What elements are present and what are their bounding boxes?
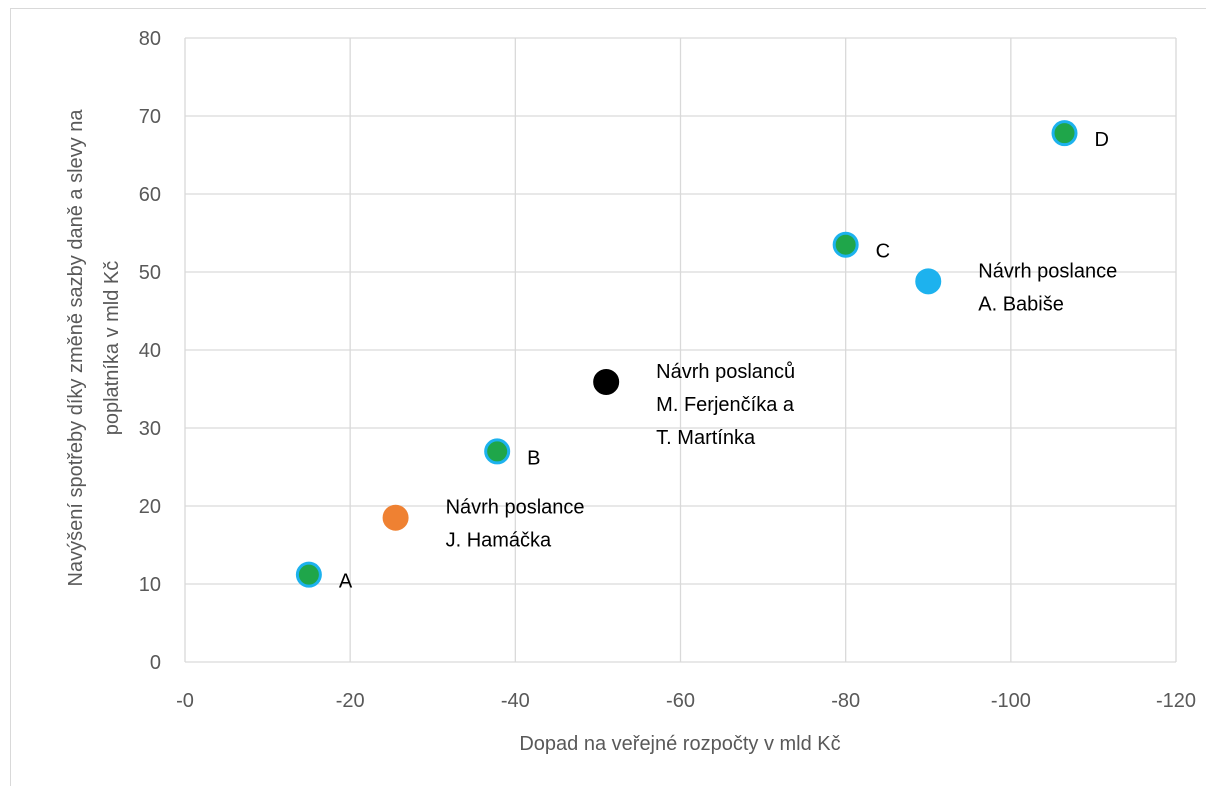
x-tick-label: -40 <box>501 690 530 712</box>
scatter-point <box>832 231 859 258</box>
point-label-line: T. Martínka <box>656 427 756 449</box>
point-label: B <box>527 447 540 469</box>
point-label-line: M. Ferjenčíka a <box>656 394 795 416</box>
point-label: Návrh poslance J. Hamáčka <box>446 497 585 552</box>
y-tick-label: 40 <box>139 340 161 362</box>
y-axis-title-line: poplatníka v mld Kč <box>101 261 123 436</box>
point-label-line: A <box>339 571 353 593</box>
y-tick-label: 30 <box>139 418 161 440</box>
point-label-line: B <box>527 447 540 469</box>
point-labels: A Návrh poslance J. Hamáčka B Návrh poslanců… <box>339 129 1117 592</box>
y-tick-label: 0 <box>150 652 161 674</box>
y-axis-title-line: Navýšení spotřeby díky změně sazby daně … <box>65 109 87 587</box>
y-tick-label: 20 <box>139 496 161 518</box>
y-tick-label: 80 <box>139 28 161 50</box>
gridlines <box>184 37 1177 663</box>
scatter-point <box>593 368 620 395</box>
x-tick-label: -80 <box>831 690 860 712</box>
x-tick-label: -20 <box>336 690 365 712</box>
point-label: Návrh poslance A. Babiše <box>978 260 1117 315</box>
point-label-line: A. Babiše <box>978 293 1064 315</box>
x-tick-label: -100 <box>991 690 1031 712</box>
scatter-point <box>484 438 511 465</box>
point-label: Návrh poslanců M. Ferjenčíka a T. Martínka <box>656 361 795 449</box>
scatter-point <box>382 504 409 531</box>
x-axis-title: Dopad na veřejné rozpočty v mld Kč <box>519 733 840 755</box>
y-tick-label: 10 <box>139 574 161 596</box>
point-label-line: D <box>1095 129 1109 151</box>
x-tick-label: -0 <box>176 690 194 712</box>
chart-frame <box>10 8 1206 786</box>
y-tick-label: 50 <box>139 262 161 284</box>
x-tick-label: -60 <box>666 690 695 712</box>
scatter-point <box>915 268 942 295</box>
y-tick-label: 70 <box>139 106 161 128</box>
x-tick-labels: -0 -20 -40 -60 -80 -100 -120 <box>176 690 1196 712</box>
point-label-line: J. Hamáčka <box>446 530 552 552</box>
point-label: D <box>1095 129 1109 151</box>
scatter-point <box>295 561 322 588</box>
point-label-line: Návrh poslance <box>978 260 1117 282</box>
data-points <box>295 120 1078 588</box>
scatter-point <box>1051 120 1078 147</box>
point-label-line: Návrh poslance <box>446 497 585 519</box>
point-label: C <box>876 241 890 263</box>
y-tick-label: 60 <box>139 184 161 206</box>
point-label-line: Návrh poslanců <box>656 361 795 383</box>
point-label: A <box>339 571 353 593</box>
y-axis-title: Navýšení spotřeby díky změně sazby daně … <box>65 109 123 587</box>
x-tick-label: -120 <box>1156 690 1196 712</box>
point-label-line: C <box>876 241 890 263</box>
y-tick-labels: 0 10 20 30 40 50 60 70 80 <box>139 28 161 674</box>
